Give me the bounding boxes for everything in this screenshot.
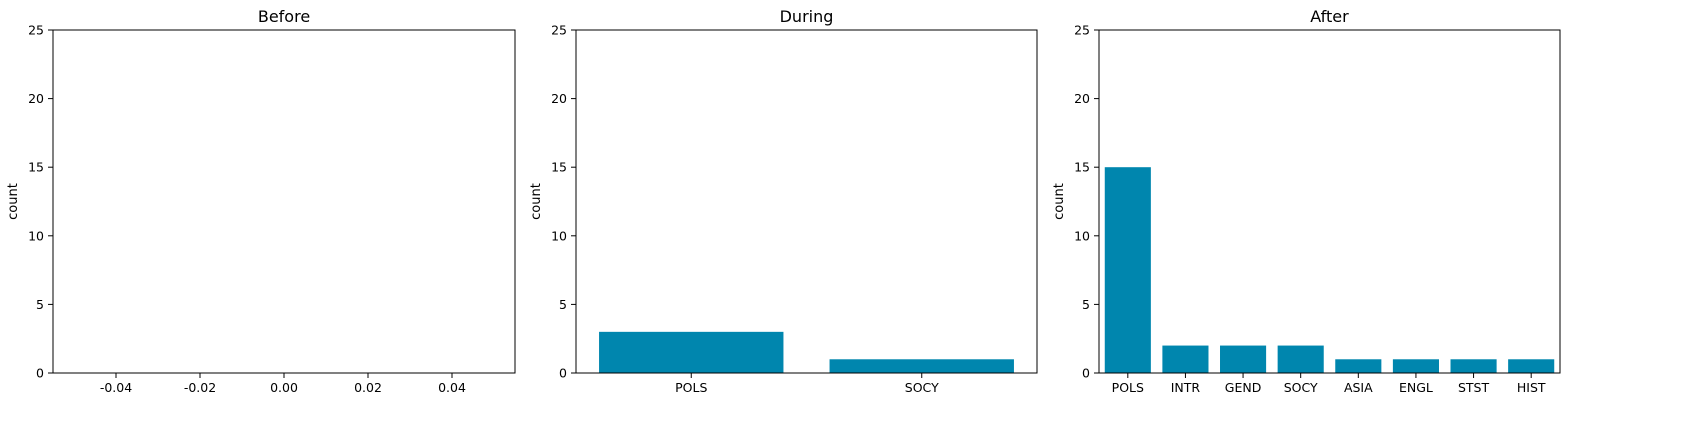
- plot-frame: [1098, 29, 1561, 374]
- bar-pols: [599, 331, 784, 373]
- y-tick-label: 20: [551, 91, 567, 106]
- y-tick-label: 10: [1074, 228, 1090, 243]
- y-tick-label: 20: [1074, 91, 1090, 106]
- chart-title: During: [780, 7, 834, 26]
- y-tick-label: 10: [28, 228, 44, 243]
- x-tick-label: 0.00: [270, 380, 298, 395]
- x-tick-label: HIST: [1517, 380, 1546, 395]
- x-tick-label: 0.02: [354, 380, 382, 395]
- y-tick-label: 0: [559, 366, 567, 381]
- x-tick-label: -0.04: [100, 380, 132, 395]
- chart-after: After count POLS INTR GEND SOCY ASIA ENGL STST HI…: [1052, 7, 1561, 395]
- bar-socy: [829, 359, 1014, 373]
- y-tick-label: 20: [28, 91, 44, 106]
- y-tick-label: 25: [28, 23, 44, 38]
- y-tick-label: 5: [1082, 297, 1090, 312]
- bar-asia: [1335, 359, 1382, 373]
- x-tick-label: 0.04: [438, 380, 466, 395]
- bar-socy: [1277, 345, 1324, 373]
- y-axis-label: count: [6, 183, 21, 220]
- chart-title: After: [1310, 7, 1349, 26]
- y-tick-label: 5: [36, 297, 44, 312]
- x-tick-label: POLS: [1112, 380, 1144, 395]
- bar-stst: [1450, 359, 1497, 373]
- y-tick-label: 0: [36, 366, 44, 381]
- x-tick-label: SOCY: [1284, 380, 1318, 395]
- y-axis-label: count: [1052, 183, 1067, 220]
- y-tick-label: 0: [1082, 366, 1090, 381]
- chart-before: Before count -0.04 -0.02 0.00 0.02 0.04 0 5 10 15 2…: [6, 7, 516, 395]
- plot-frame: [52, 29, 516, 374]
- bar-hist: [1508, 359, 1555, 373]
- y-tick-label: 25: [551, 23, 567, 38]
- bar-engl: [1392, 359, 1439, 373]
- y-tick-label: 10: [551, 228, 567, 243]
- x-tick-label: INTR: [1171, 380, 1201, 395]
- bar-pols: [1104, 167, 1151, 373]
- x-tick-label: -0.02: [184, 380, 216, 395]
- x-tick-label: GEND: [1225, 380, 1262, 395]
- x-tick-label: ASIA: [1344, 380, 1373, 395]
- y-tick-label: 15: [28, 160, 44, 175]
- x-tick-label: SOCY: [905, 380, 939, 395]
- bar-intr: [1162, 345, 1209, 373]
- x-tick-label: STST: [1458, 380, 1490, 395]
- y-tick-label: 15: [1074, 160, 1090, 175]
- x-tick-label: POLS: [675, 380, 707, 395]
- chart-during: During count POLS SOCY 0 5 10 15 20 25: [529, 7, 1038, 395]
- y-tick-label: 25: [1074, 23, 1090, 38]
- y-tick-label: 5: [559, 297, 567, 312]
- chart-title: Before: [258, 7, 310, 26]
- plot-frame: [575, 29, 1038, 374]
- y-axis-label: count: [529, 183, 544, 220]
- y-tick-label: 15: [551, 160, 567, 175]
- x-tick-label: ENGL: [1399, 380, 1433, 395]
- bar-gend: [1220, 345, 1267, 373]
